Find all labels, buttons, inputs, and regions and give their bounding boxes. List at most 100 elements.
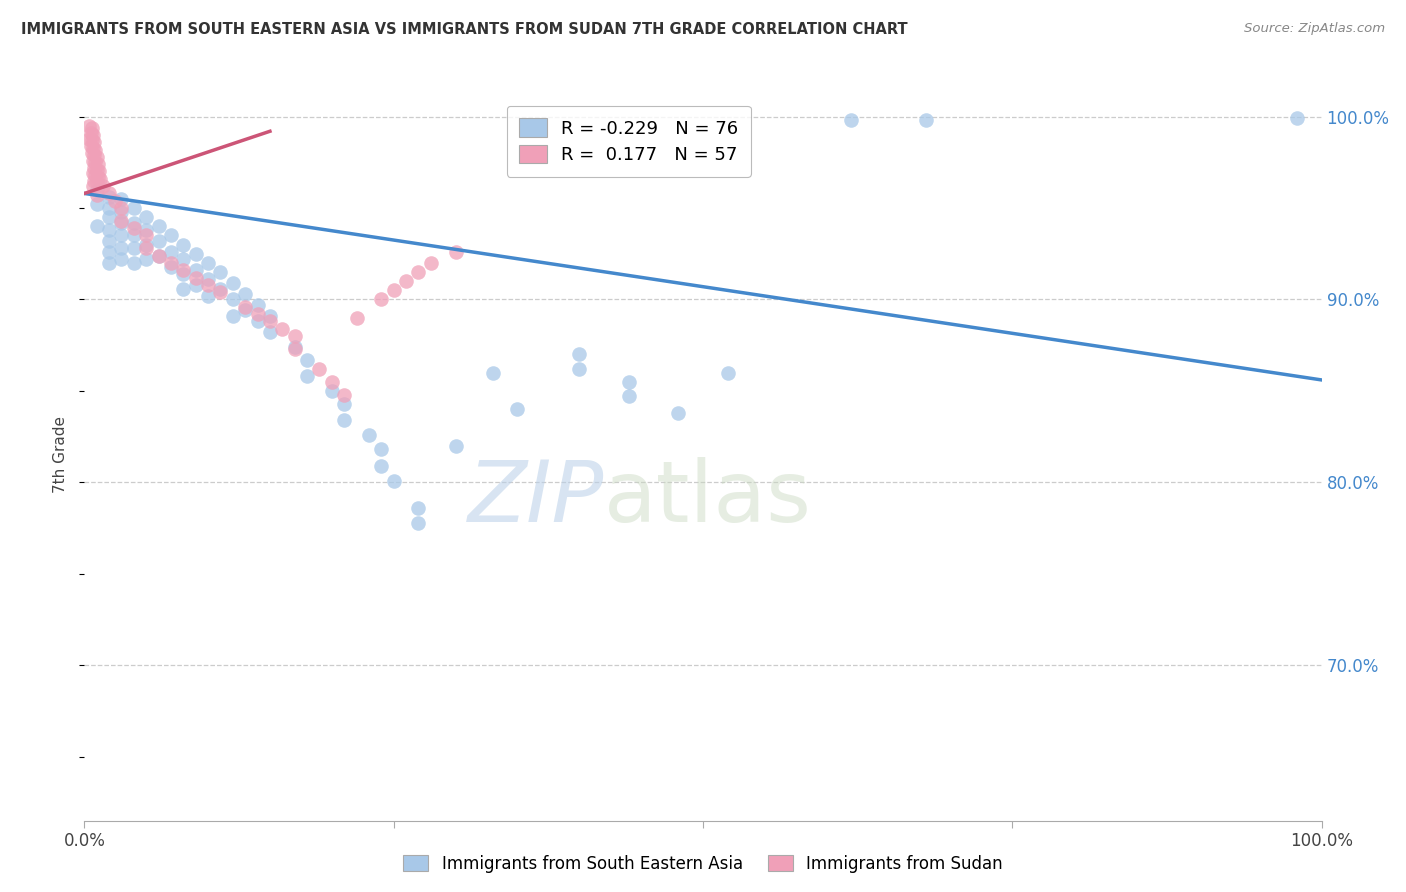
Point (83, 148, 105, 162)
Point (370, 458, 392, 473)
Point (83, 135, 105, 149)
Point (568, 362, 591, 376)
Point (568, 347, 591, 361)
Point (122, 216, 145, 230)
Point (222, 309, 245, 323)
Point (80, 133, 103, 147)
Point (82, 166, 104, 180)
Point (408, 500, 430, 515)
Point (197, 272, 219, 286)
Point (98, 211, 121, 225)
Point (284, 340, 307, 354)
Point (84, 168, 107, 182)
Point (135, 237, 157, 252)
Point (209, 285, 232, 300)
Point (284, 342, 307, 356)
Point (172, 263, 194, 277)
Point (86, 188, 108, 202)
Point (172, 237, 194, 252)
Point (160, 260, 183, 274)
Point (89, 164, 111, 178)
Point (357, 427, 380, 442)
Point (148, 219, 170, 234)
Point (1285, 112, 1308, 126)
Point (506, 402, 529, 417)
Point (333, 413, 356, 427)
Text: ZIP: ZIP (468, 458, 605, 541)
Point (135, 241, 157, 255)
Legend: Immigrants from South Eastern Asia, Immigrants from Sudan: Immigrants from South Eastern Asia, Immi… (396, 848, 1010, 880)
Point (110, 216, 132, 230)
Point (246, 314, 269, 328)
Point (135, 223, 157, 237)
Point (86, 219, 108, 234)
Point (259, 314, 281, 328)
Point (321, 375, 343, 389)
Point (110, 241, 132, 255)
Point (110, 252, 132, 267)
Point (172, 267, 194, 281)
Point (160, 228, 183, 243)
Point (717, 366, 740, 380)
Point (246, 298, 269, 312)
Point (98, 190, 121, 204)
Point (271, 322, 294, 336)
Point (197, 289, 219, 303)
Point (80, 146, 103, 161)
Point (395, 274, 418, 288)
Point (110, 192, 132, 206)
Point (86, 162, 108, 177)
Point (135, 252, 157, 267)
Point (82, 179, 104, 194)
Point (98, 223, 121, 237)
Text: IMMIGRANTS FROM SOUTH EASTERN ASIA VS IMMIGRANTS FROM SUDAN 7TH GRADE CORRELATIO: IMMIGRANTS FROM SOUTH EASTERN ASIA VS IM… (21, 22, 908, 37)
Point (333, 387, 356, 401)
Point (79, 119, 101, 133)
Point (110, 228, 132, 243)
Point (160, 244, 183, 259)
Text: Source: ZipAtlas.com: Source: ZipAtlas.com (1244, 22, 1385, 36)
Point (370, 442, 392, 457)
Point (172, 281, 194, 295)
Point (98, 256, 121, 270)
Point (87, 169, 110, 184)
Point (197, 256, 219, 270)
Point (82, 141, 104, 155)
Point (284, 329, 307, 343)
Y-axis label: 7th Grade: 7th Grade (53, 417, 69, 493)
Point (80, 120, 103, 135)
Point (370, 293, 392, 307)
Point (110, 201, 132, 215)
Point (82, 153, 104, 168)
Point (172, 252, 194, 267)
Point (419, 256, 441, 270)
Point (408, 516, 430, 530)
Point (382, 284, 405, 298)
Point (617, 389, 640, 403)
Point (87, 157, 110, 171)
Point (444, 244, 467, 259)
Point (82, 128, 104, 142)
Point (110, 214, 132, 228)
Point (84, 143, 107, 157)
Point (79, 139, 101, 153)
Point (160, 256, 183, 270)
Point (408, 265, 430, 279)
Point (233, 300, 256, 314)
Point (89, 171, 111, 186)
Point (98, 186, 121, 201)
Point (382, 474, 405, 488)
Point (259, 326, 281, 340)
Point (233, 303, 256, 318)
Point (295, 352, 318, 367)
Point (259, 309, 281, 323)
Point (86, 150, 108, 164)
Point (79, 126, 101, 140)
Point (666, 406, 689, 420)
Point (83, 174, 105, 188)
Point (444, 439, 467, 453)
Point (79, 131, 101, 145)
Point (209, 281, 232, 295)
Point (197, 277, 219, 292)
Point (84, 155, 107, 169)
